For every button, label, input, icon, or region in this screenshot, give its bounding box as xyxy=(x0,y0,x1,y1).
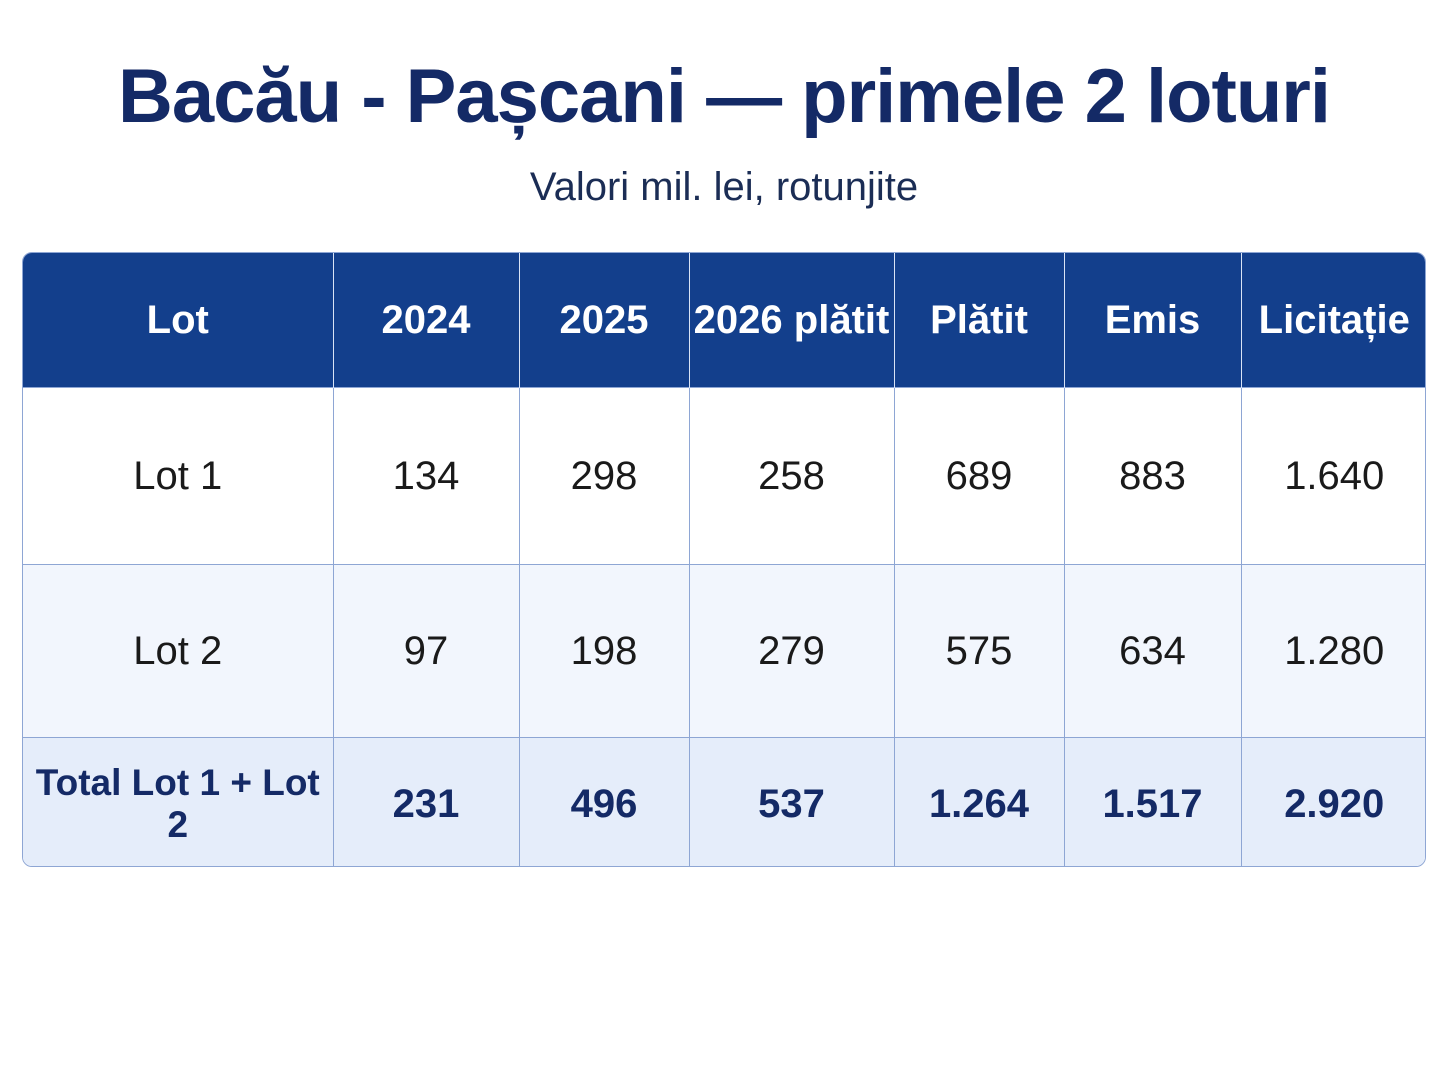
column-header-licitatie: Licitație xyxy=(1240,253,1425,388)
table-cell: 298 xyxy=(518,387,689,565)
table-cell: Total Lot 1 + Lot 2 xyxy=(23,737,333,866)
table-cell: 258 xyxy=(688,387,894,565)
table-cell: 134 xyxy=(332,387,519,565)
column-header-2026-platit: 2026 plătit xyxy=(688,253,894,388)
table-cell: Lot 2 xyxy=(23,564,333,738)
page-title: Bacău - Pașcani — primele 2 loturi xyxy=(118,54,1331,139)
data-table: Lot 2024 2025 2026 plătit Plătit Emis Li… xyxy=(23,253,1425,866)
table-cell: 537 xyxy=(688,737,894,866)
table-cell: 1.517 xyxy=(1063,737,1241,866)
column-header-platit: Plătit xyxy=(893,253,1064,388)
table-cell: 496 xyxy=(518,737,689,866)
table-cell: 1.264 xyxy=(893,737,1064,866)
page-subtitle: Valori mil. lei, rotunjite xyxy=(529,165,919,209)
table-cell: 575 xyxy=(893,564,1064,738)
column-header-2024: 2024 xyxy=(332,253,519,388)
table-cell: 231 xyxy=(332,737,519,866)
table-cell: 2.920 xyxy=(1240,737,1425,866)
table-header-row: Lot 2024 2025 2026 plătit Plătit Emis Li… xyxy=(23,253,1425,388)
column-header-lot: Lot xyxy=(23,253,333,388)
table-cell: 97 xyxy=(332,564,519,738)
column-header-emis: Emis xyxy=(1063,253,1241,388)
table-cell: 883 xyxy=(1063,387,1241,565)
table-cell: 689 xyxy=(893,387,1064,565)
table-cell: 634 xyxy=(1063,564,1241,738)
table-row: Lot 1 134 298 258 689 883 1.640 xyxy=(23,387,1425,565)
data-table-container: Lot 2024 2025 2026 plătit Plătit Emis Li… xyxy=(22,252,1426,867)
table-cell: 279 xyxy=(688,564,894,738)
table-cell: 1.280 xyxy=(1240,564,1425,738)
table-row: Lot 2 97 198 279 575 634 1.280 xyxy=(23,564,1425,738)
table-total-row: Total Lot 1 + Lot 2 231 496 537 1.264 1.… xyxy=(23,737,1425,866)
table-cell: Lot 1 xyxy=(23,387,333,565)
table-cell: 198 xyxy=(518,564,689,738)
table-cell: 1.640 xyxy=(1240,387,1425,565)
column-header-2025: 2025 xyxy=(518,253,689,388)
